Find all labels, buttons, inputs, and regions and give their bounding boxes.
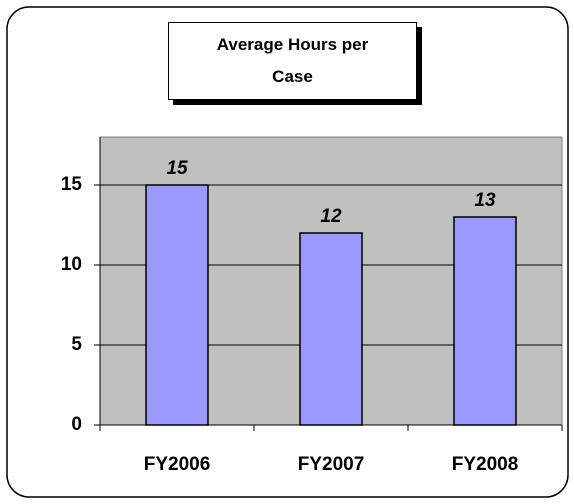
x-tick-label: FY2006	[144, 454, 211, 475]
data-label: 15	[166, 158, 188, 179]
chart-title: Average Hours per Case	[168, 22, 417, 100]
y-tick-label: 5	[71, 334, 82, 355]
y-tick-label: 10	[61, 254, 82, 275]
data-label: 12	[320, 206, 342, 227]
x-tick-label: FY2007	[298, 454, 365, 475]
y-tick-label: 15	[61, 174, 83, 195]
x-tick-label: FY2008	[452, 454, 519, 475]
data-label: 13	[474, 190, 496, 211]
y-tick-label: 0	[71, 414, 82, 435]
bar	[145, 184, 209, 426]
bar	[299, 232, 363, 426]
bar	[453, 216, 517, 426]
